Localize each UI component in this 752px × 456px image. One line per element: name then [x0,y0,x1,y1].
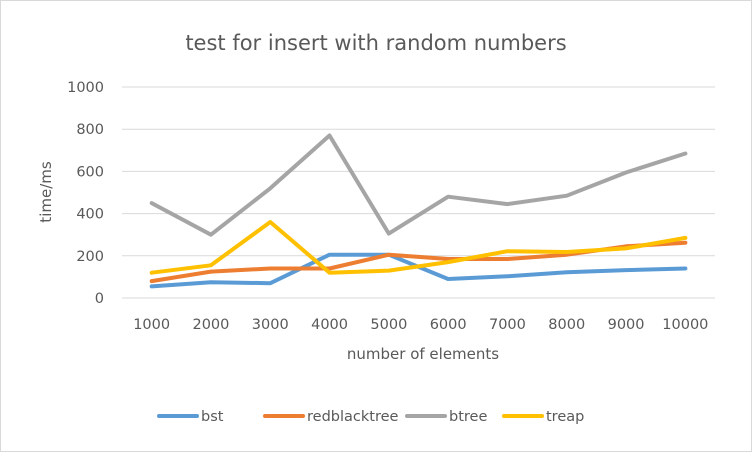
series-lines [149,133,688,289]
data-point-treap [387,269,391,273]
data-point-bst [624,268,628,272]
y-tick-label: 800 [76,122,104,138]
data-point-btree [565,194,569,198]
x-tick-label: 3000 [252,317,289,333]
data-point-redblacktree [150,279,154,283]
data-point-redblacktree [268,266,272,270]
series-line-btree [149,133,688,237]
data-point-treap [446,260,450,264]
data-point-redblacktree [387,253,391,257]
data-point-btree [446,195,450,199]
data-point-treap [505,249,509,253]
legend-label-treap: treap [546,409,584,425]
series-line-treap [149,220,688,275]
legend-label-redblacktree: redblacktree [307,409,399,425]
data-point-redblacktree [683,241,687,245]
data-point-btree [505,202,509,206]
data-point-treap [683,236,687,240]
data-point-bst [209,280,213,284]
data-point-bst [328,253,332,257]
data-point-treap [150,271,154,275]
data-point-btree [328,134,332,138]
data-point-btree [268,186,272,190]
y-tick-label: 1000 [67,80,104,96]
y-tick-label: 200 [76,249,104,265]
data-point-bst [505,274,509,278]
data-point-btree [209,233,213,237]
data-point-bst [268,281,272,285]
data-point-redblacktree [505,257,509,261]
data-point-bst [565,270,569,274]
data-point-redblacktree [209,270,213,274]
x-tick-label: 8000 [548,317,585,333]
data-point-treap [268,220,272,224]
data-point-treap [209,263,213,267]
x-tick-label: 7000 [489,317,526,333]
legend-label-btree: btree [449,409,487,425]
y-tick-label: 600 [76,164,104,180]
data-point-btree [624,170,628,174]
x-tick-label: 4000 [311,317,348,333]
x-tick-label: 9000 [608,317,645,333]
y-tick-labels: 0 200 400 600 800 1000 [67,80,104,307]
data-point-bst [150,284,154,288]
y-tick-label: 0 [95,291,104,307]
data-point-treap [565,250,569,254]
x-tick-label: 1000 [133,317,170,333]
x-tick-label: 10000 [662,317,708,333]
data-point-btree [387,232,391,236]
data-point-btree [683,151,687,155]
chart-title: test for insert with random numbers [185,31,566,55]
y-tick-label: 400 [76,207,104,223]
data-point-treap [328,271,332,275]
data-point-treap [624,246,628,250]
y-axis-label: time/ms [37,161,55,223]
data-point-bst [446,277,450,281]
x-tick-labels: 1000 2000 3000 4000 5000 6000 7000 8000 9000 1000… [133,317,708,333]
legend-label-bst: bst [201,409,224,425]
x-axis-label: number of elements [347,345,499,363]
data-point-btree [150,201,154,205]
x-tick-label: 6000 [430,317,467,333]
data-point-bst [683,266,687,270]
legend: bst redblacktree btree treap [157,409,584,425]
x-tick-label: 2000 [192,317,229,333]
x-tick-label: 5000 [370,317,407,333]
